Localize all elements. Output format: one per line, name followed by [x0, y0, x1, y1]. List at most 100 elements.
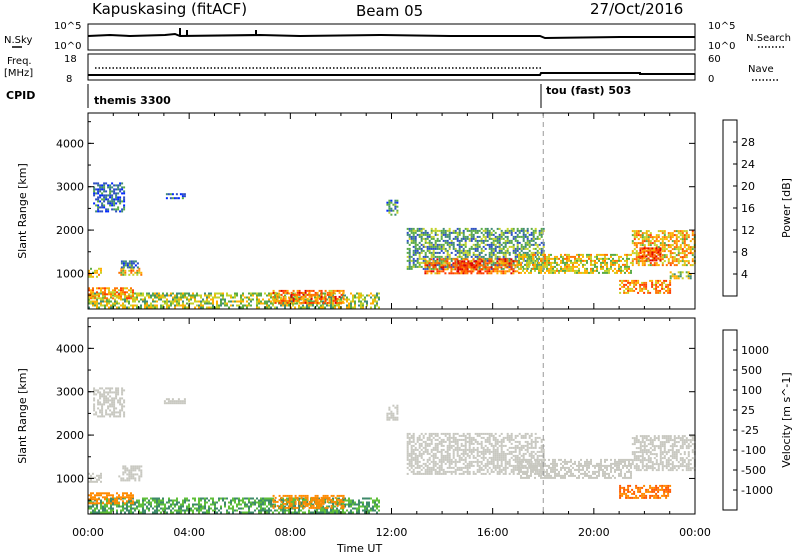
scatter-cell: [276, 297, 279, 300]
scatter-cell: [122, 273, 125, 276]
scatter-cell: [206, 497, 208, 500]
scatter-cell: [444, 458, 447, 461]
scatter-cell: [110, 304, 112, 307]
scatter-cell: [164, 294, 166, 297]
scatter-cell: [314, 500, 317, 503]
scatter-cell: [308, 298, 310, 301]
scatter-cell: [679, 252, 682, 255]
scatter-cell: [218, 497, 220, 500]
scatter-cell: [200, 497, 202, 500]
scatter-cell: [278, 511, 280, 514]
scatter-cell: [338, 494, 341, 497]
scatter-cell: [134, 296, 136, 299]
scatter-cell: [576, 271, 578, 274]
scatter-cell: [178, 298, 180, 301]
scatter-cell: [522, 239, 525, 242]
scatter-cell: [120, 479, 123, 482]
scatter-cell: [476, 268, 479, 271]
scatter-cell: [490, 258, 493, 261]
scatter-cell: [113, 403, 116, 406]
scatter-cell: [452, 265, 455, 268]
scatter-cell: [174, 505, 176, 508]
scatter-cell: [408, 255, 411, 258]
scatter-cell: [687, 275, 690, 278]
scatter-cell: [200, 300, 202, 303]
scatter-cell: [500, 243, 503, 246]
scatter-cell: [226, 302, 228, 305]
scatter-cell: [121, 409, 124, 412]
scatter-cell: [414, 251, 417, 254]
scatter-cell: [338, 298, 340, 301]
scatter-cell: [639, 244, 642, 247]
scatter-cell: [264, 507, 266, 510]
scatter-cell: [228, 306, 230, 309]
scatter-cell: [590, 259, 592, 262]
scatter-cell: [438, 259, 441, 262]
scatter-cell: [274, 299, 277, 302]
scatter-cell: [518, 271, 520, 274]
scatter-cell: [488, 229, 491, 232]
scatter-cell: [643, 253, 646, 256]
scatter-cell: [653, 236, 656, 239]
scatter-cell: [428, 239, 431, 242]
scatter-cell: [102, 293, 104, 296]
scatter-cell: [112, 297, 114, 300]
scatter-cell: [408, 233, 411, 236]
scatter-cell: [264, 509, 266, 512]
scatter-cell: [625, 283, 628, 286]
scatter-cell: [457, 266, 460, 269]
scatter-cell: [334, 511, 336, 514]
scatter-cell: [502, 233, 505, 236]
scatter-cell: [110, 291, 112, 294]
scatter-cell: [318, 511, 320, 514]
scatter-cell: [649, 253, 652, 256]
scatter-cell: [494, 231, 497, 234]
scatter-cell: [440, 454, 443, 457]
scatter-cell: [113, 198, 116, 201]
scatter-cell: [440, 464, 443, 467]
scatter-cell: [228, 505, 230, 508]
scatter-cell: [448, 266, 451, 269]
scatter-cell: [578, 253, 580, 256]
scatter-cell: [466, 251, 469, 254]
scatter-cell: [98, 293, 100, 296]
scatter-cell: [212, 306, 214, 309]
scatter-cell: [330, 293, 333, 296]
scatter-cell: [458, 255, 461, 258]
scatter-cell: [181, 195, 184, 198]
scatter-cell: [167, 402, 170, 405]
freq-tick-top: 18: [64, 54, 77, 65]
scatter-cell: [396, 199, 399, 202]
scatter-cell: [498, 255, 501, 258]
scatter-cell: [118, 289, 120, 292]
scatter-cell: [165, 402, 168, 405]
scatter-cell: [378, 296, 380, 299]
scatter-cell: [110, 494, 112, 497]
scatter-cell: [130, 494, 132, 497]
scatter-cell: [166, 304, 168, 307]
scatter-cell: [530, 231, 533, 234]
scatter-cell: [124, 296, 126, 299]
scatter-cell: [154, 292, 156, 295]
scatter-cell: [440, 432, 443, 435]
scatter-cell: [468, 260, 471, 263]
scatter-cell: [284, 289, 287, 292]
scatter-cell: [641, 244, 644, 247]
scatter-cell: [314, 293, 317, 296]
scatter-cell: [97, 196, 100, 199]
scatter-cell: [643, 262, 646, 265]
scatter-cell: [657, 291, 660, 294]
scatter-cell: [282, 297, 285, 300]
scatter-cell: [526, 263, 528, 266]
scatter-cell: [123, 200, 126, 203]
scatter-cell: [198, 306, 200, 309]
scatter-cell: [426, 249, 429, 252]
scatter-cell: [481, 268, 484, 271]
scatter-cell: [100, 476, 102, 479]
scatter-cell: [126, 264, 129, 267]
scatter-cell: [348, 501, 350, 504]
scatter-cell: [510, 239, 513, 242]
scatter-cell: [298, 293, 301, 296]
scatter-cell: [236, 505, 238, 508]
scatter-cell: [298, 291, 301, 294]
